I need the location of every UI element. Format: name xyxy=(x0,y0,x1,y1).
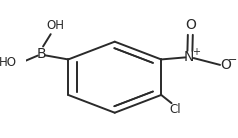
Text: O: O xyxy=(185,18,196,32)
Text: N: N xyxy=(184,50,194,64)
Text: +: + xyxy=(192,47,200,57)
Text: B: B xyxy=(37,47,46,61)
Text: OH: OH xyxy=(47,19,65,32)
Text: −: − xyxy=(228,55,237,65)
Text: Cl: Cl xyxy=(169,103,181,116)
Text: O: O xyxy=(220,58,231,72)
Text: HO: HO xyxy=(0,56,17,69)
